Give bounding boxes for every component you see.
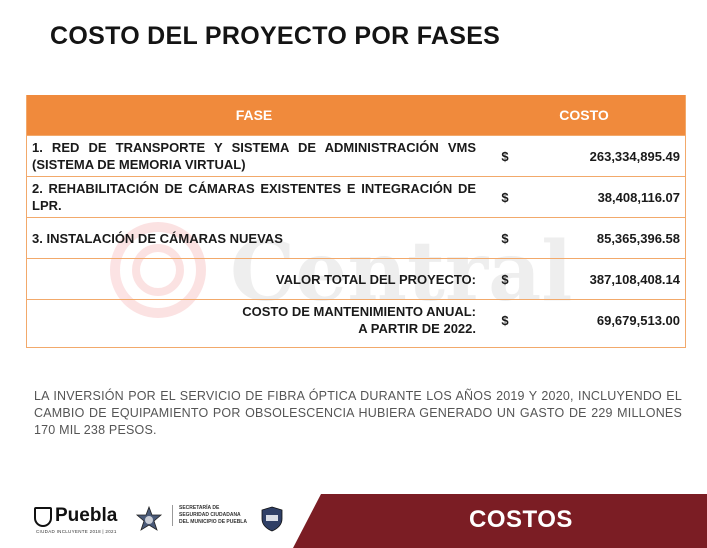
phase-1-currency: $ xyxy=(482,135,528,177)
total-label: VALOR TOTAL DEL PROYECTO: xyxy=(26,258,482,300)
phase-1-amount: 263,334,895.49 xyxy=(528,135,686,177)
page-title: COSTO DEL PROYECTO POR FASES xyxy=(50,22,501,50)
phase-2-amount: 38,408,116.07 xyxy=(528,176,686,218)
phase-2-description: 2. REHABILITACIÓN DE CÁMARAS EXISTENTES … xyxy=(26,176,482,218)
costos-banner-label: COSTOS xyxy=(469,506,573,533)
puebla-tagline: CIUDAD INCLUYENTE 2018 | 2021 xyxy=(36,529,117,534)
header-cost: COSTO xyxy=(482,95,686,136)
total-row: VALOR TOTAL DEL PROYECTO: $ 387,108,408.… xyxy=(26,258,686,300)
secretaria-logo-text: SECRETARÍA DE SEGURIDAD CIUDADANA DEL MU… xyxy=(172,505,259,526)
cost-table: FASE COSTO 1. RED DE TRANSPORTE Y SISTEM… xyxy=(26,95,686,340)
phase-1-description: 1. RED DE TRANSPORTE Y SISTEMA DE ADMINI… xyxy=(26,135,482,177)
phase-3-amount: 85,365,396.58 xyxy=(528,217,686,259)
secretaria-line3: DEL MUNICIPIO DE PUEBLA xyxy=(179,519,247,525)
total-amount: 387,108,408.14 xyxy=(528,258,686,300)
phase-2-currency: $ xyxy=(482,176,528,218)
investment-note: LA INVERSIÓN POR EL SERVICIO DE FIBRA ÓP… xyxy=(34,389,682,437)
puebla-logo-text: Puebla xyxy=(55,505,118,526)
secretaria-line2: SEGURIDAD CIUDADANA xyxy=(179,512,241,518)
secretaria-line1: SECRETARÍA DE xyxy=(179,505,220,511)
header-phase: FASE xyxy=(26,95,482,136)
puebla-logo: Puebla CIUDAD INCLUYENTE 2018 | 2021 xyxy=(34,505,124,539)
total-currency: $ xyxy=(482,258,528,300)
maintenance-label-line2: A PARTIR DE 2022. xyxy=(358,321,476,336)
maintenance-row: COSTO DE MANTENIMIENTO ANUAL: A PARTIR D… xyxy=(26,299,686,340)
police-star-icon xyxy=(135,506,163,531)
table-row: 3. INSTALACIÓN DE CÁMARAS NUEVAS $ 85,36… xyxy=(26,217,686,259)
police-shield-icon xyxy=(261,506,283,532)
puebla-shield-icon xyxy=(34,507,52,527)
table-row: 2. REHABILITACIÓN DE CÁMARAS EXISTENTES … xyxy=(26,176,686,218)
phase-3-description: 3. INSTALACIÓN DE CÁMARAS NUEVAS xyxy=(26,217,482,259)
maintenance-label-line1: COSTO DE MANTENIMIENTO ANUAL: xyxy=(242,304,476,319)
phase-3-currency: $ xyxy=(482,217,528,259)
costos-banner: COSTOS xyxy=(293,494,707,548)
maintenance-label: COSTO DE MANTENIMIENTO ANUAL: A PARTIR D… xyxy=(26,299,482,340)
table-row: 1. RED DE TRANSPORTE Y SISTEMA DE ADMINI… xyxy=(26,135,686,177)
maintenance-currency: $ xyxy=(482,299,528,340)
maintenance-amount: 69,679,513.00 xyxy=(528,299,686,340)
